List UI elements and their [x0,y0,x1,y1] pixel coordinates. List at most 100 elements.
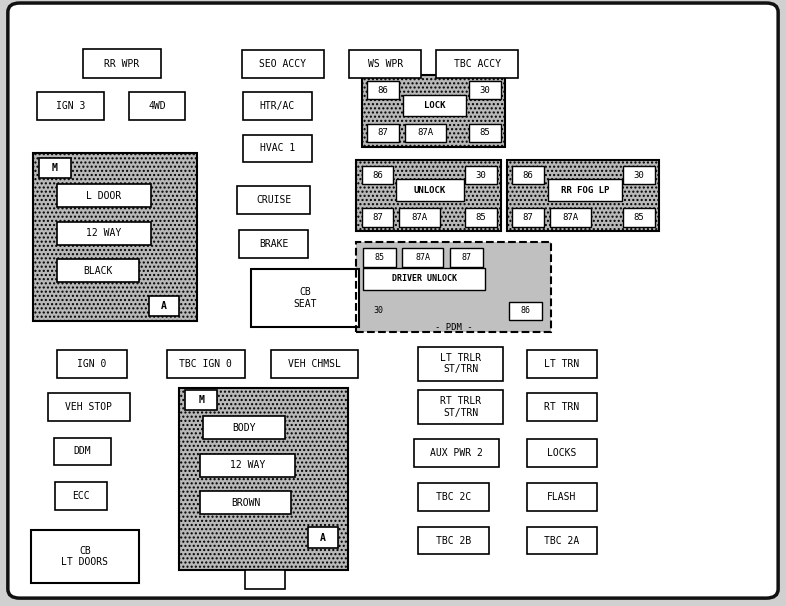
Bar [185,390,217,410]
Text: TBC ACCY: TBC ACCY [454,59,501,68]
Text: BROWN: BROWN [231,498,260,508]
Bar [239,230,308,258]
Text: - PDM -: - PDM - [435,323,472,331]
Bar [367,124,399,142]
Text: DDM: DDM [74,447,91,456]
Bar [527,527,597,554]
Bar [512,208,544,227]
Bar [527,393,597,421]
Text: 87A: 87A [415,253,431,262]
Bar [465,208,497,227]
Text: 30: 30 [374,307,384,315]
Text: 86: 86 [372,171,383,179]
Text: TBC 2B: TBC 2B [436,536,471,545]
Text: 85: 85 [479,128,490,137]
Bar [469,81,501,99]
Bar [349,50,421,78]
Bar [402,248,443,267]
Bar [271,350,358,378]
Bar [418,390,503,424]
Text: 87A: 87A [417,128,433,137]
Text: WS WPR: WS WPR [368,59,402,68]
Bar [418,483,489,511]
Text: IGN 0: IGN 0 [77,359,107,368]
Bar [200,454,295,477]
Bar [37,92,105,120]
Text: 85: 85 [375,253,384,262]
Bar [418,527,489,554]
Text: RR WPR: RR WPR [105,59,139,68]
Text: 87A: 87A [412,213,428,222]
Bar [57,259,139,282]
Bar [527,350,597,378]
Text: A: A [320,533,326,542]
Text: VEH CHMSL: VEH CHMSL [288,359,341,368]
Text: 86: 86 [377,86,388,95]
Text: 30: 30 [479,86,490,95]
Bar [57,222,151,245]
Bar [356,242,551,332]
Text: RR FOG LP: RR FOG LP [560,186,609,195]
Text: M: M [52,163,58,173]
Bar [512,166,544,184]
Text: DRIVER UNLOCK: DRIVER UNLOCK [391,275,457,283]
Bar [363,268,485,290]
Text: 30: 30 [476,171,487,179]
Text: LT TRLR
ST/TRN: LT TRLR ST/TRN [440,353,481,375]
Bar [149,296,179,316]
Text: LT TRN: LT TRN [545,359,579,368]
Text: TBC IGN 0: TBC IGN 0 [179,359,233,368]
Bar [55,482,107,510]
Bar [237,186,310,214]
Bar [509,302,542,320]
Bar [203,416,285,439]
Bar [251,269,359,327]
Text: 87A: 87A [563,213,578,222]
Bar [242,50,324,78]
Bar [403,95,466,116]
Text: 4WD: 4WD [149,101,166,111]
Bar [245,570,285,589]
Bar [243,135,312,162]
Bar [623,208,655,227]
Text: 30: 30 [634,171,645,179]
Bar [200,491,291,514]
Bar [33,153,196,321]
Text: BLACK: BLACK [83,266,112,276]
Text: 85: 85 [476,213,487,222]
Bar [54,438,111,465]
Text: TBC 2C: TBC 2C [436,492,471,502]
Bar [48,393,130,421]
Text: 85: 85 [634,213,645,222]
Text: CB
SEAT: CB SEAT [293,287,317,309]
Bar [362,166,393,184]
Bar [405,124,446,142]
Bar [308,527,338,548]
Text: HVAC 1: HVAC 1 [260,144,295,153]
Text: RT TRLR
ST/TRN: RT TRLR ST/TRN [440,396,481,418]
Text: IGN 3: IGN 3 [56,101,86,111]
Text: HTR/AC: HTR/AC [260,101,295,111]
Bar [57,184,151,207]
Text: ECC: ECC [72,491,90,501]
Bar [356,160,501,231]
Bar [367,81,399,99]
Text: VEH STOP: VEH STOP [65,402,112,412]
Bar [465,166,497,184]
Text: 87: 87 [523,213,534,222]
Text: RT TRN: RT TRN [545,402,579,412]
Bar [243,92,312,120]
Text: 87: 87 [372,213,383,222]
Bar [527,439,597,467]
Bar [418,347,503,381]
Text: CRUISE: CRUISE [256,195,291,205]
Bar [363,248,396,267]
Text: LOCK: LOCK [424,101,446,110]
Text: AUX PWR 2: AUX PWR 2 [430,448,483,458]
Text: 86: 86 [523,171,534,179]
Bar [450,248,483,267]
Text: L DOOR: L DOOR [86,191,121,201]
Bar [362,208,393,227]
Text: 86: 86 [521,307,531,315]
Bar [414,439,499,467]
